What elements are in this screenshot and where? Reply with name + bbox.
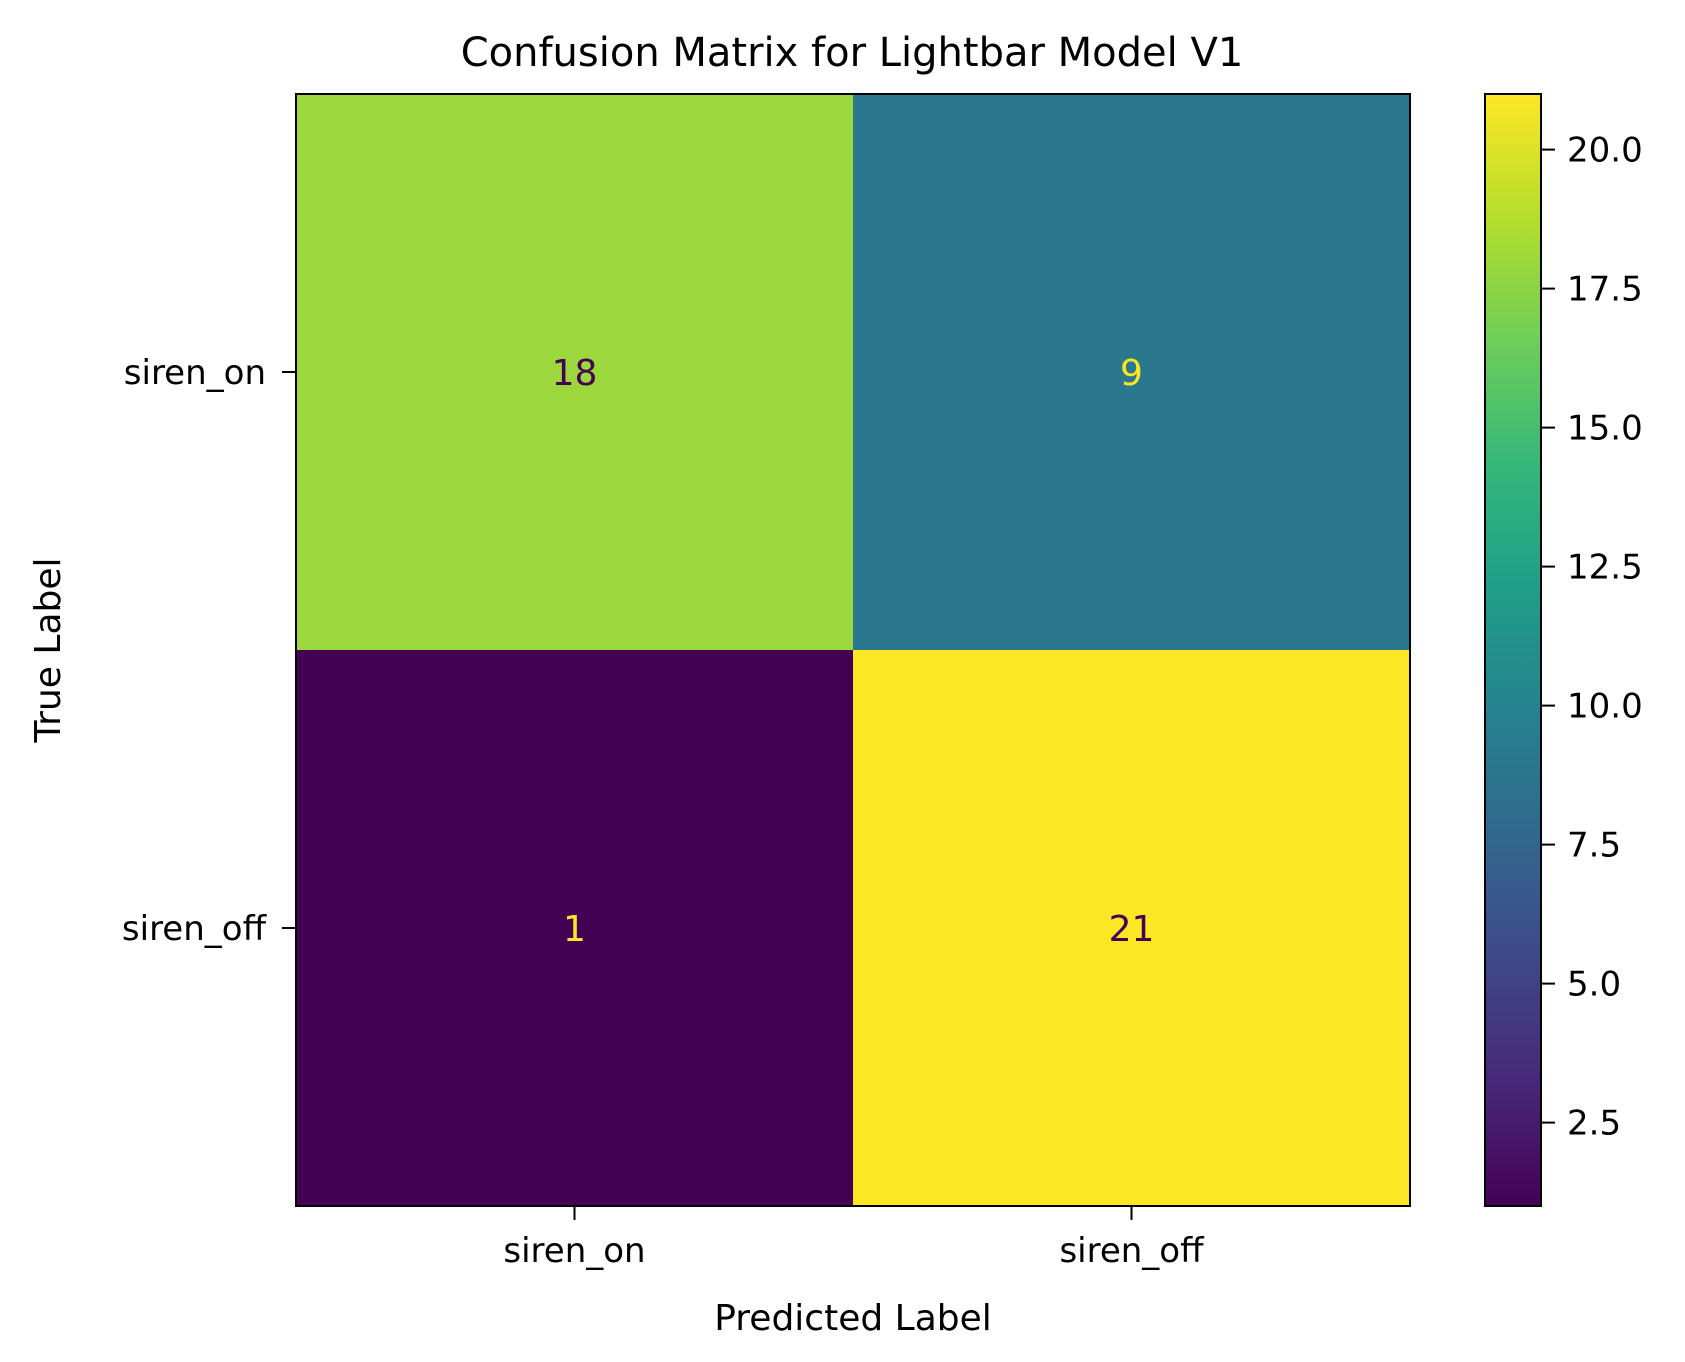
heatmap-cell: [296, 650, 853, 1206]
colorbar-tick-label: 2.5: [1567, 1104, 1621, 1144]
colorbar: [1484, 93, 1542, 1207]
x-axis-label: Predicted Label: [714, 1298, 992, 1339]
heatmap-cell: [853, 650, 1410, 1206]
colorbar-tick-label: 10.0: [1567, 687, 1643, 727]
heatmap-cell: [853, 94, 1410, 650]
y-tick-label: siren_off: [122, 909, 268, 949]
plot-frame: [295, 93, 1411, 1207]
heatmap-cells: [296, 94, 1410, 1206]
colorbar-tick-label: 5.0: [1567, 965, 1621, 1005]
colorbar-tick-label: 17.5: [1567, 270, 1643, 310]
colorbar-tick-label: 20.0: [1567, 131, 1643, 171]
colorbar-ticks: 2.5 5.0 7.5 10.0 12.5 15.0 17.5 20.0: [1541, 131, 1643, 1144]
x-axis-ticks: siren_on siren_off: [503, 1206, 1205, 1271]
x-tick-label: siren_on: [503, 1231, 645, 1271]
colorbar-tick-label: 12.5: [1567, 548, 1643, 588]
cell-value-label: 9: [1120, 353, 1143, 394]
colorbar-tick-label: 15.0: [1567, 409, 1643, 449]
y-axis-label: True Label: [28, 557, 69, 743]
cell-value-label: 21: [1109, 909, 1155, 950]
cell-value-label: 18: [552, 353, 598, 394]
cell-value-label: 1: [563, 909, 586, 950]
chart-title: Confusion Matrix for Lightbar Model V1: [461, 30, 1244, 76]
colorbar-tick-label: 7.5: [1567, 826, 1621, 866]
y-axis-ticks: siren_on siren_off: [122, 353, 296, 949]
heatmap-cell: [296, 94, 853, 650]
y-tick-label: siren_on: [124, 353, 266, 393]
heatmap-cell-labels: 18 9 1 21: [552, 353, 1155, 950]
x-tick-label: siren_off: [1059, 1231, 1205, 1271]
